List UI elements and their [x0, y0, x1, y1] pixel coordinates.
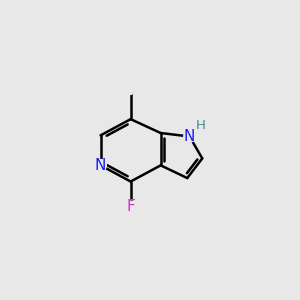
Text: H: H: [196, 119, 206, 132]
Circle shape: [125, 201, 136, 213]
Circle shape: [129, 91, 133, 94]
Circle shape: [95, 160, 106, 171]
Text: N: N: [184, 129, 195, 144]
Text: F: F: [126, 200, 135, 214]
Text: N: N: [95, 158, 106, 173]
Circle shape: [184, 131, 195, 142]
